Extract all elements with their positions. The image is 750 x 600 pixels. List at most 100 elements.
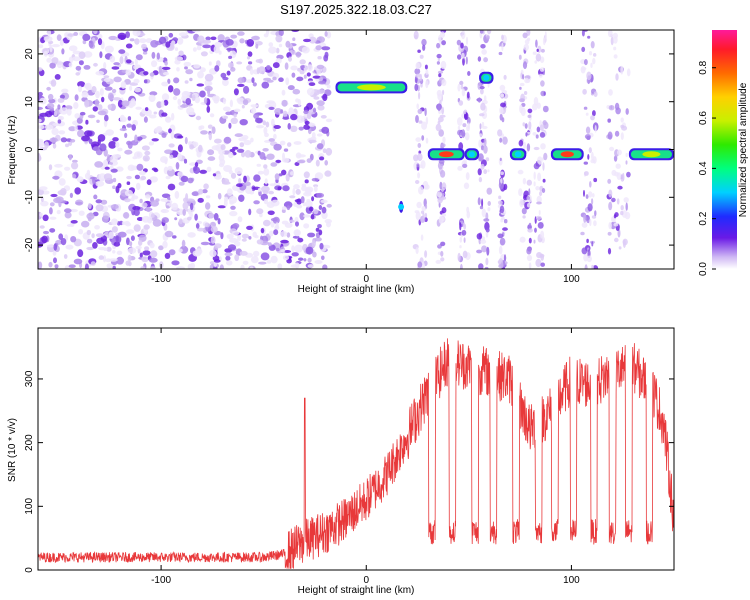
noise-blob <box>537 222 544 229</box>
noise-blob <box>587 35 591 39</box>
noise-blob <box>207 149 215 156</box>
noise-blob <box>68 264 76 269</box>
noise-blob <box>68 126 76 132</box>
noise-blob <box>222 78 229 87</box>
noise-blob <box>180 175 189 183</box>
noise-blob <box>145 206 152 213</box>
colorbar-tick-label: 0.8 <box>698 60 709 74</box>
noise-blob <box>134 38 140 45</box>
noise-blob <box>291 252 299 257</box>
noise-blob <box>217 34 225 42</box>
y-tick-label: 300 <box>24 370 35 387</box>
noise-blob <box>249 68 254 75</box>
noise-blob <box>124 132 128 138</box>
noise-blob <box>460 84 464 90</box>
noise-blob <box>49 216 57 220</box>
noise-blob <box>626 68 631 77</box>
noise-blob <box>211 145 220 151</box>
noise-blob <box>133 224 141 232</box>
noise-blob <box>588 191 593 198</box>
noise-blob <box>63 254 68 259</box>
noise-blob <box>38 140 45 148</box>
noise-blob <box>49 207 53 215</box>
noise-blob <box>256 163 262 167</box>
noise-blob <box>134 87 142 93</box>
noise-blob <box>185 98 192 105</box>
noise-blob <box>441 196 447 200</box>
noise-blob <box>591 264 594 269</box>
noise-blob <box>484 266 489 269</box>
noise-blob <box>137 247 141 254</box>
noise-blob <box>580 231 585 236</box>
noise-blob <box>615 73 619 81</box>
noise-blob <box>417 172 421 179</box>
noise-blob <box>87 202 92 210</box>
noise-blob <box>614 171 619 177</box>
noise-blob <box>214 243 222 249</box>
noise-blob <box>77 249 84 258</box>
noise-blob <box>72 56 81 62</box>
noise-blob <box>437 70 444 74</box>
noise-blob <box>66 108 72 116</box>
noise-blob <box>457 165 463 171</box>
noise-blob <box>285 77 290 86</box>
noise-blob <box>51 57 59 64</box>
noise-blob <box>136 136 143 141</box>
noise-blob <box>182 201 189 210</box>
noise-blob <box>76 176 84 183</box>
noise-blob <box>141 202 148 208</box>
noise-blob <box>220 144 226 151</box>
noise-blob <box>256 208 264 215</box>
noise-blob <box>528 188 531 196</box>
noise-blob <box>285 40 291 48</box>
noise-blob <box>161 81 169 87</box>
noise-blob <box>246 39 255 47</box>
noise-blob <box>462 222 466 227</box>
noise-blob <box>592 110 596 117</box>
y-tick-label: -10 <box>24 190 35 205</box>
noise-blob <box>526 179 532 186</box>
noise-blob <box>499 237 506 246</box>
noise-blob <box>152 219 162 227</box>
y-tick-label: 10 <box>24 96 35 108</box>
noise-blob <box>286 232 291 238</box>
noise-blob <box>46 86 51 91</box>
noise-blob <box>81 220 90 228</box>
noise-blob <box>52 175 60 180</box>
noise-blob <box>296 160 306 164</box>
noise-blob <box>178 181 185 186</box>
noise-blob <box>91 233 95 239</box>
noise-blob <box>540 262 545 267</box>
noise-blob <box>252 82 257 87</box>
noise-blob <box>130 165 139 171</box>
noise-blob <box>534 227 537 233</box>
noise-blob <box>316 100 325 106</box>
noise-blob <box>281 206 287 211</box>
noise-blob <box>187 216 192 221</box>
noise-blob <box>533 171 536 180</box>
colorbar-ticks: 0.0 0.2 0.4 0.6 0.8 <box>698 60 716 276</box>
noise-blob <box>253 200 260 205</box>
noise-blob <box>519 199 524 208</box>
snr-y-axis-label: SNR (10 * v/v) <box>7 418 18 482</box>
noise-blob <box>57 119 62 124</box>
noise-blob <box>178 218 183 225</box>
noise-blob <box>528 121 532 130</box>
noise-blob <box>258 261 267 265</box>
noise-blob <box>141 256 149 263</box>
noise-blob <box>524 77 529 84</box>
noise-blob <box>618 246 622 250</box>
noise-blob <box>441 182 447 191</box>
noise-blob <box>459 80 464 86</box>
noise-blob <box>183 61 192 67</box>
noise-blob <box>442 89 445 96</box>
noise-blob <box>173 88 181 96</box>
noise-blob <box>481 208 486 218</box>
noise-blob <box>74 187 81 195</box>
noise-blob <box>223 115 228 119</box>
noise-blob <box>462 57 465 66</box>
noise-blob <box>441 216 445 222</box>
noise-blob <box>294 162 300 166</box>
noise-blob <box>499 157 502 162</box>
